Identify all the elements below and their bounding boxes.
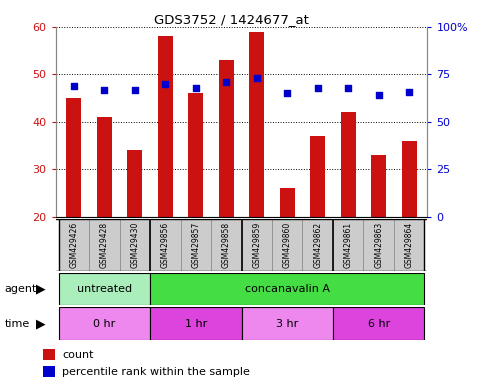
Bar — [58, 273, 150, 305]
Text: 3 hr: 3 hr — [276, 318, 298, 329]
Bar — [280, 189, 295, 217]
Text: 0 hr: 0 hr — [93, 318, 115, 329]
Bar — [401, 141, 417, 217]
Bar — [310, 136, 326, 217]
Bar — [371, 155, 386, 217]
Text: concanavalin A: concanavalin A — [245, 284, 330, 294]
Point — [222, 79, 230, 85]
Bar — [150, 273, 425, 305]
Text: GDS3752 / 1424677_at: GDS3752 / 1424677_at — [155, 13, 309, 26]
Bar — [157, 36, 173, 217]
Bar — [333, 307, 425, 340]
Bar — [341, 113, 356, 217]
Bar — [249, 31, 264, 217]
Text: GSM429863: GSM429863 — [374, 222, 383, 268]
Bar — [58, 307, 150, 340]
Bar — [363, 219, 394, 271]
Text: agent: agent — [5, 284, 37, 294]
Bar — [219, 60, 234, 217]
Point — [344, 84, 352, 91]
Text: GSM429860: GSM429860 — [283, 222, 292, 268]
Bar — [120, 219, 150, 271]
Bar — [58, 219, 89, 271]
Text: GSM429856: GSM429856 — [161, 222, 170, 268]
Point — [131, 86, 139, 93]
Bar — [150, 219, 181, 271]
Text: GSM429426: GSM429426 — [70, 222, 78, 268]
Text: 1 hr: 1 hr — [185, 318, 207, 329]
Bar — [127, 151, 142, 217]
Bar — [43, 349, 55, 360]
Bar — [66, 98, 82, 217]
Bar — [211, 219, 242, 271]
Text: GSM429861: GSM429861 — [344, 222, 353, 268]
Text: ▶: ▶ — [36, 317, 46, 330]
Text: percentile rank within the sample: percentile rank within the sample — [62, 367, 250, 377]
Point — [100, 86, 108, 93]
Bar — [89, 219, 120, 271]
Point — [314, 84, 322, 91]
Text: count: count — [62, 349, 94, 359]
Text: untreated: untreated — [77, 284, 132, 294]
Text: 6 hr: 6 hr — [368, 318, 390, 329]
Point — [375, 92, 383, 98]
Text: GSM429864: GSM429864 — [405, 222, 413, 268]
Text: GSM429862: GSM429862 — [313, 222, 322, 268]
Bar — [188, 93, 203, 217]
Bar — [302, 219, 333, 271]
Bar — [272, 219, 302, 271]
Point — [70, 83, 78, 89]
Bar — [333, 219, 363, 271]
Point — [405, 88, 413, 94]
Point — [284, 90, 291, 96]
Text: GSM429428: GSM429428 — [100, 222, 109, 268]
Point — [253, 75, 261, 81]
Text: GSM429857: GSM429857 — [191, 222, 200, 268]
Point — [161, 81, 169, 87]
Text: GSM429859: GSM429859 — [252, 222, 261, 268]
Bar — [43, 366, 55, 377]
Bar — [181, 219, 211, 271]
Text: time: time — [5, 318, 30, 329]
Bar — [150, 307, 242, 340]
Point — [192, 84, 199, 91]
Text: GSM429430: GSM429430 — [130, 222, 139, 268]
Bar — [97, 117, 112, 217]
Text: ▶: ▶ — [36, 283, 46, 295]
Bar — [242, 307, 333, 340]
Text: GSM429858: GSM429858 — [222, 222, 231, 268]
Bar — [242, 219, 272, 271]
Bar — [394, 219, 425, 271]
